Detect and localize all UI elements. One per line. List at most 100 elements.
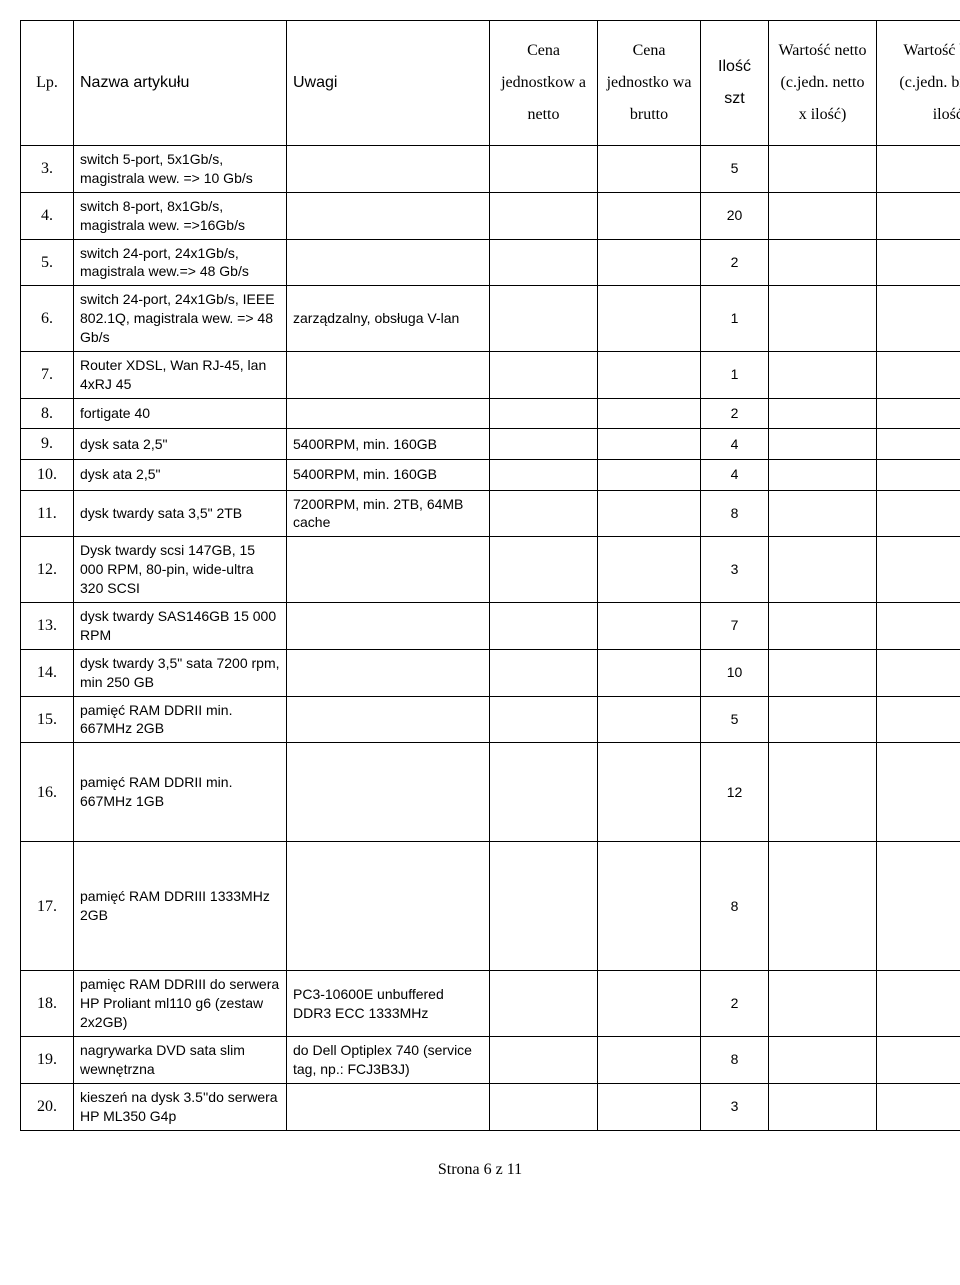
col-header-val-net: Wartość netto (c.jedn. netto x ilość): [769, 21, 877, 146]
cell-unit-net: [490, 429, 598, 460]
cell-unit-net: [490, 146, 598, 193]
cell-lp: 8.: [21, 398, 74, 429]
cell-unit-net: [490, 352, 598, 399]
cell-qty: 4: [701, 429, 769, 460]
page-footer: Strona 6 z 11: [20, 1161, 940, 1179]
cell-notes: 7200RPM, min. 2TB, 64MB cache: [287, 490, 490, 537]
cell-val-net: [769, 971, 877, 1037]
cell-unit-gross: [598, 537, 701, 603]
table-row: 12.Dysk twardy scsi 147GB, 15 000 RPM, 8…: [21, 537, 960, 603]
table-row: 8.fortigate 40 2: [21, 398, 960, 429]
cell-val-gross: [877, 743, 960, 842]
cell-val-gross: [877, 429, 960, 460]
cell-val-net: [769, 146, 877, 193]
cell-val-gross: [877, 490, 960, 537]
cell-unit-net: [490, 971, 598, 1037]
cell-qty: 2: [701, 398, 769, 429]
cell-lp: 16.: [21, 743, 74, 842]
cell-val-net: [769, 490, 877, 537]
cell-notes: [287, 696, 490, 743]
cell-unit-gross: [598, 459, 701, 490]
cell-qty: 3: [701, 1083, 769, 1130]
cell-qty: 12: [701, 743, 769, 842]
cell-qty: 5: [701, 696, 769, 743]
cell-lp: 3.: [21, 146, 74, 193]
cell-lp: 10.: [21, 459, 74, 490]
cell-name: pamięć RAM DDRII min. 667MHz 2GB: [74, 696, 287, 743]
table-row: 15.pamięć RAM DDRII min. 667MHz 2GB5: [21, 696, 960, 743]
cell-val-gross: [877, 146, 960, 193]
cell-unit-gross: [598, 429, 701, 460]
cell-name: pamięć RAM DDRII min. 667MHz 1GB: [74, 743, 287, 842]
cell-val-net: [769, 398, 877, 429]
cell-notes: [287, 842, 490, 971]
cell-notes: PC3-10600E unbuffered DDR3 ECC 1333MHz: [287, 971, 490, 1037]
cell-unit-net: [490, 603, 598, 650]
cell-lp: 18.: [21, 971, 74, 1037]
cell-qty: 1: [701, 286, 769, 352]
cell-name: dysk ata 2,5": [74, 459, 287, 490]
cell-name: pamięć RAM DDRIII 1333MHz 2GB: [74, 842, 287, 971]
cell-qty: 1: [701, 352, 769, 399]
cell-unit-gross: [598, 398, 701, 429]
cell-val-net: [769, 842, 877, 971]
cell-unit-gross: [598, 649, 701, 696]
cell-notes: do Dell Optiplex 740 (service tag, np.: …: [287, 1037, 490, 1084]
table-header-row: Lp. Nazwa artykułu Uwagi Cena jednostkow…: [21, 21, 960, 146]
cell-unit-net: [490, 239, 598, 286]
cell-unit-net: [490, 537, 598, 603]
col-header-unit-gross: Cena jednostko wa brutto: [598, 21, 701, 146]
cell-notes: [287, 1083, 490, 1130]
table-body: 3.switch 5-port, 5x1Gb/s, magistrala wew…: [21, 146, 960, 1131]
cell-notes: [287, 603, 490, 650]
cell-unit-net: [490, 1083, 598, 1130]
cell-val-net: [769, 1037, 877, 1084]
cell-val-gross: [877, 649, 960, 696]
cell-lp: 5.: [21, 239, 74, 286]
table-row: 19.nagrywarka DVD sata slim wewnętrznado…: [21, 1037, 960, 1084]
cell-val-net: [769, 603, 877, 650]
cell-lp: 4.: [21, 192, 74, 239]
cell-notes: zarządzalny, obsługa V-lan: [287, 286, 490, 352]
cell-lp: 13.: [21, 603, 74, 650]
cell-unit-net: [490, 696, 598, 743]
table-row: 6.switch 24-port, 24x1Gb/s, IEEE 802.1Q,…: [21, 286, 960, 352]
cell-val-gross: [877, 1037, 960, 1084]
cell-val-gross: [877, 352, 960, 399]
table-row: 13.dysk twardy SAS146GB 15 000 RPM7: [21, 603, 960, 650]
cell-unit-gross: [598, 743, 701, 842]
cell-unit-gross: [598, 192, 701, 239]
cell-notes: [287, 352, 490, 399]
cell-qty: 5: [701, 146, 769, 193]
cell-unit-gross: [598, 286, 701, 352]
cell-val-gross: [877, 696, 960, 743]
cell-unit-net: [490, 842, 598, 971]
cell-notes: [287, 239, 490, 286]
cell-val-net: [769, 239, 877, 286]
table-row: 18.pamięc RAM DDRIII do serwera HP Proli…: [21, 971, 960, 1037]
cell-val-gross: [877, 192, 960, 239]
cell-lp: 9.: [21, 429, 74, 460]
cell-unit-net: [490, 192, 598, 239]
cell-unit-net: [490, 649, 598, 696]
cell-val-net: [769, 459, 877, 490]
cell-lp: 12.: [21, 537, 74, 603]
cell-name: fortigate 40: [74, 398, 287, 429]
table-row: 9.dysk sata 2,5"5400RPM, min. 160GB4: [21, 429, 960, 460]
cell-name: dysk twardy SAS146GB 15 000 RPM: [74, 603, 287, 650]
cell-unit-gross: [598, 146, 701, 193]
cell-name: switch 24-port, 24x1Gb/s, magistrala wew…: [74, 239, 287, 286]
cell-val-net: [769, 696, 877, 743]
cell-notes: [287, 743, 490, 842]
cell-name: dysk twardy 3,5" sata 7200 rpm, min 250 …: [74, 649, 287, 696]
cell-val-gross: [877, 239, 960, 286]
cell-val-net: [769, 537, 877, 603]
cell-qty: 2: [701, 971, 769, 1037]
table-row: 17.pamięć RAM DDRIII 1333MHz 2GB8: [21, 842, 960, 971]
cell-unit-gross: [598, 696, 701, 743]
cell-notes: [287, 146, 490, 193]
cell-name: switch 5-port, 5x1Gb/s, magistrala wew. …: [74, 146, 287, 193]
cell-notes: [287, 537, 490, 603]
cell-unit-net: [490, 490, 598, 537]
cell-lp: 17.: [21, 842, 74, 971]
